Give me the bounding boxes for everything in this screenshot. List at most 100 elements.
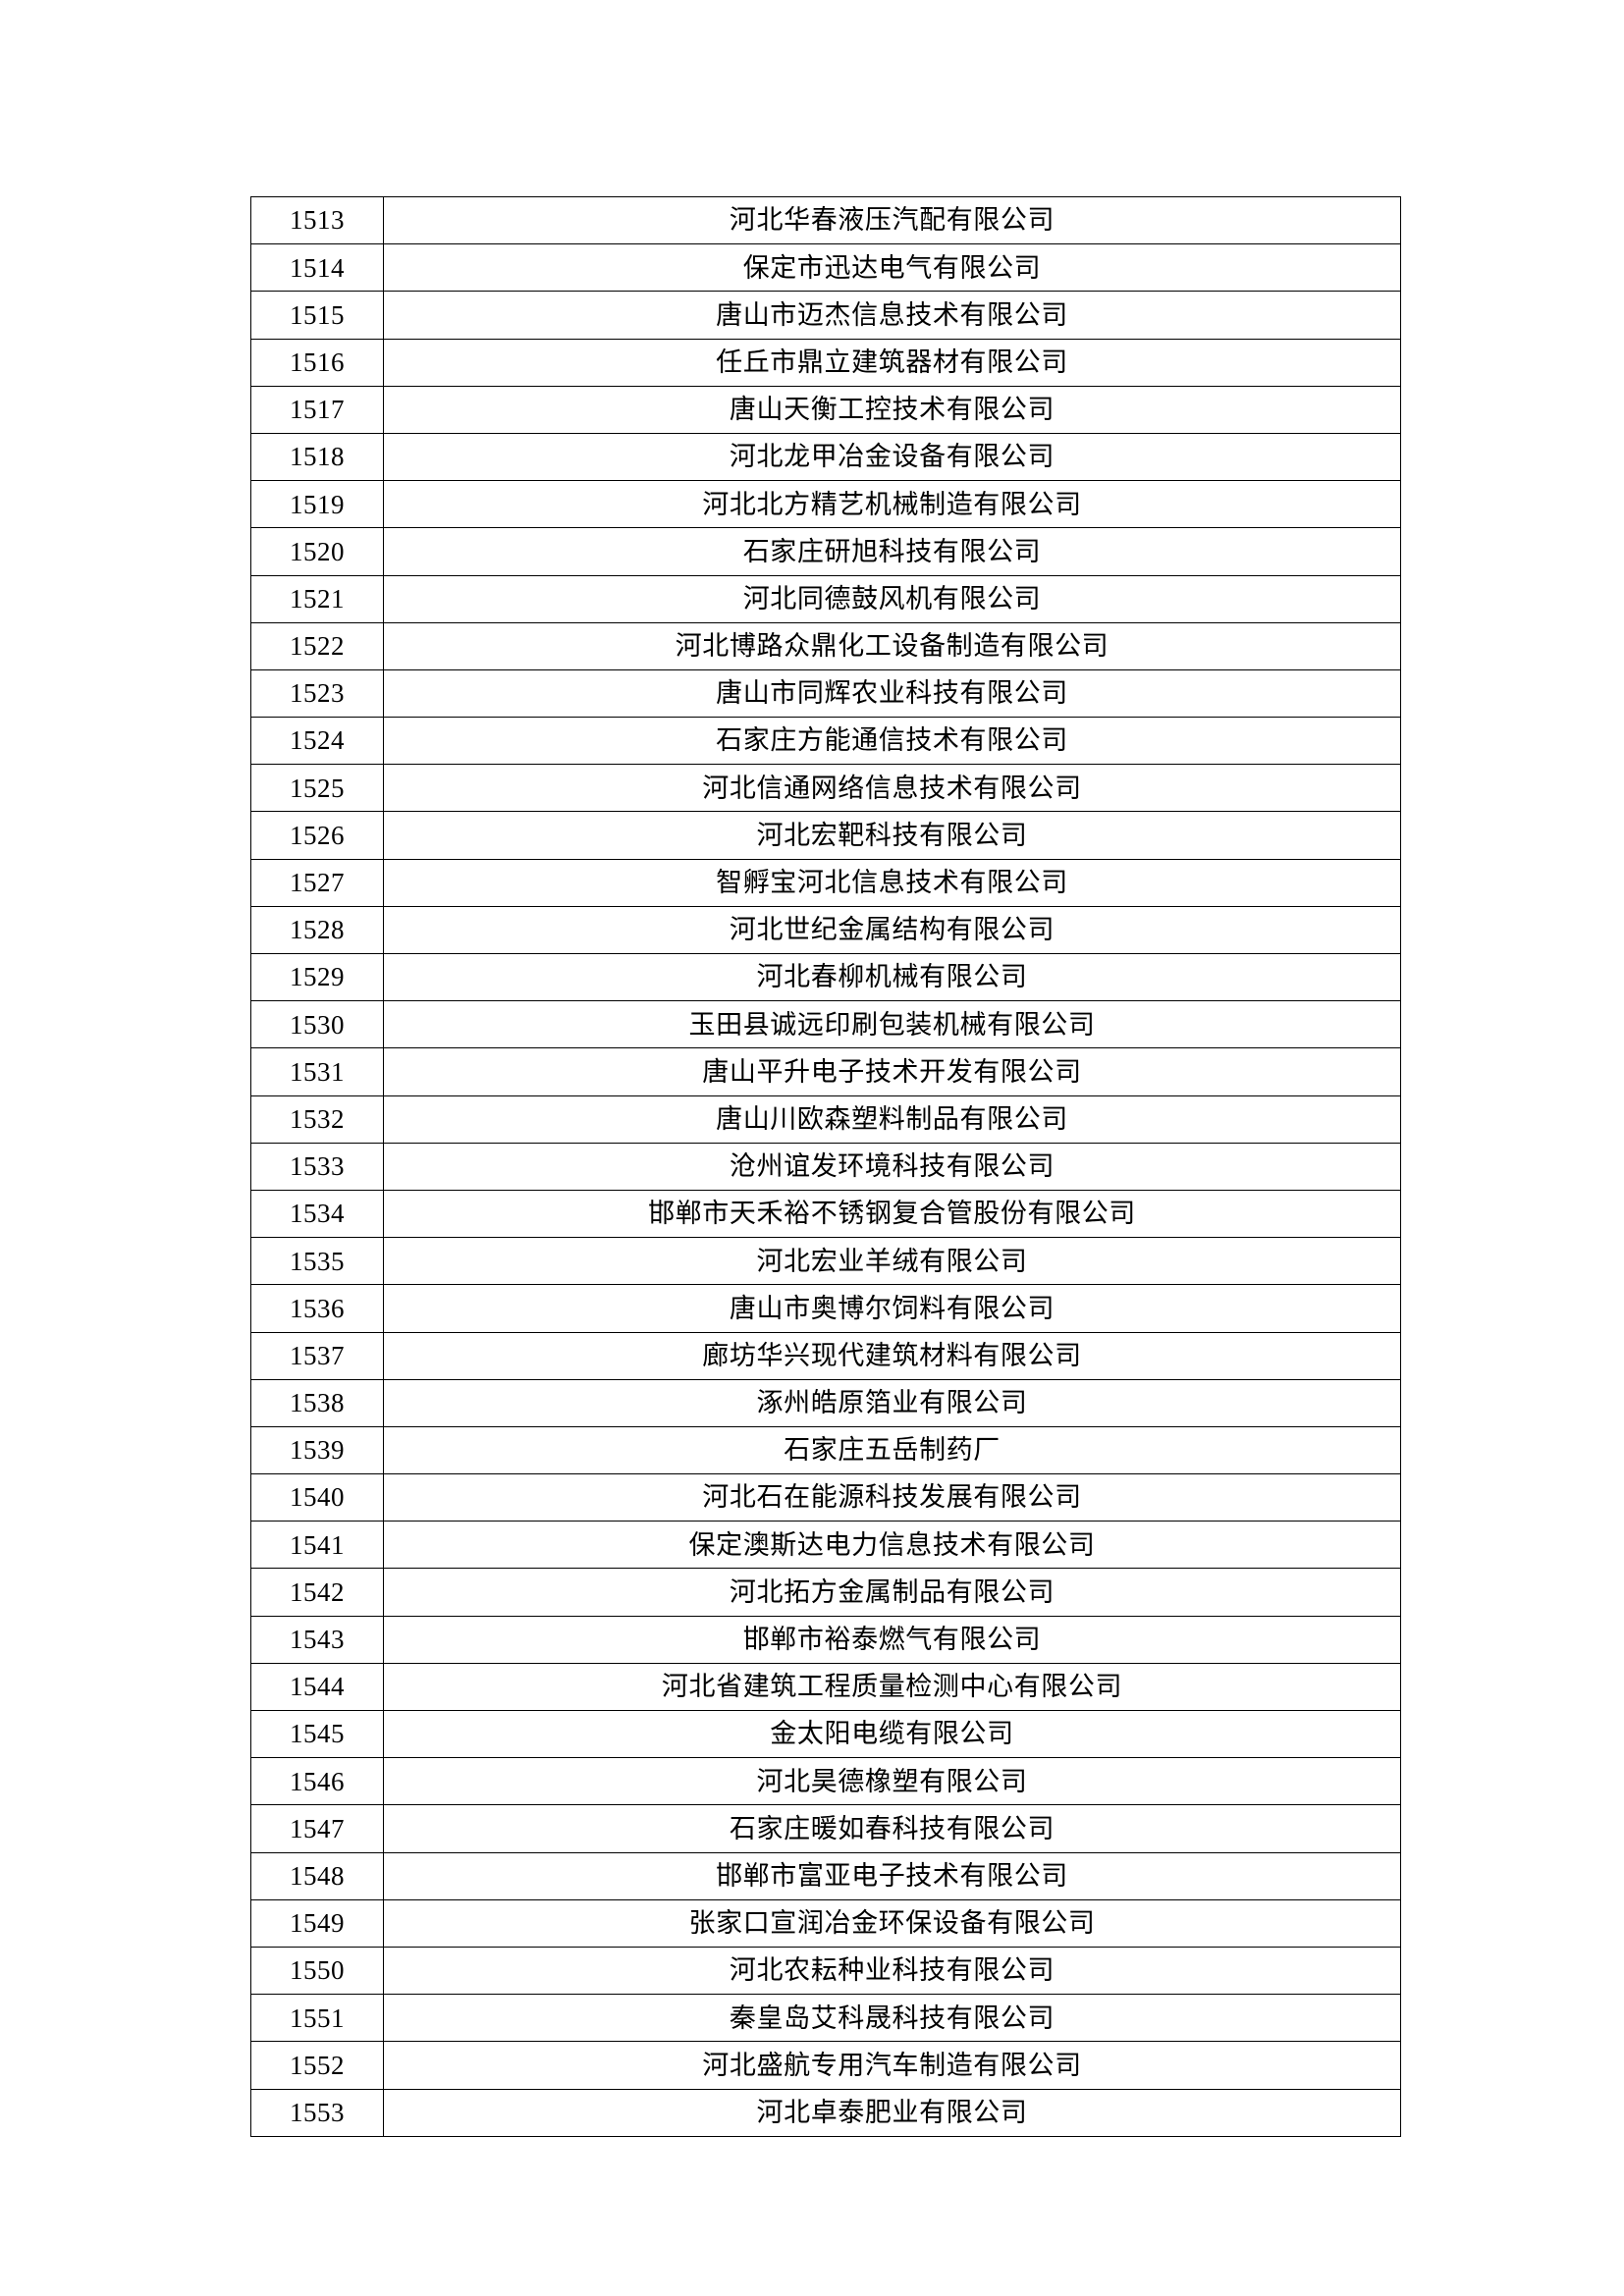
table-row: 1537 廊坊华兴现代建筑材料有限公司 (250, 1331, 1401, 1380)
company-name-cell: 石家庄研旭科技有限公司 (383, 527, 1401, 576)
table-row: 1513 河北华春液压汽配有限公司 (250, 195, 1401, 245)
row-index-cell: 1525 (250, 764, 384, 813)
company-name-cell: 沧州谊发环境科技有限公司 (383, 1142, 1401, 1191)
company-name-cell: 河北信通网络信息技术有限公司 (383, 764, 1401, 813)
row-index-cell: 1516 (250, 338, 384, 387)
row-index-cell: 1529 (250, 952, 384, 1002)
company-name-cell: 金太阳电缆有限公司 (383, 1709, 1401, 1759)
company-name-cell: 唐山天衡工控技术有限公司 (383, 385, 1401, 434)
row-index-cell: 1528 (250, 905, 384, 955)
table-row: 1543 邯郸市裕泰燃气有限公司 (250, 1615, 1401, 1664)
row-index-cell: 1537 (250, 1331, 384, 1380)
company-name-cell: 河北龙甲冶金设备有限公司 (383, 432, 1401, 482)
row-index-cell: 1531 (250, 1047, 384, 1096)
table-row: 1525 河北信通网络信息技术有限公司 (250, 764, 1401, 813)
table-row: 1542 河北拓方金属制品有限公司 (250, 1568, 1401, 1617)
table-row: 1530 玉田县诚远印刷包装机械有限公司 (250, 1000, 1401, 1049)
table-row: 1514 保定市迅达电气有限公司 (250, 243, 1401, 293)
company-name-cell: 唐山市迈杰信息技术有限公司 (383, 291, 1401, 340)
row-index-cell: 1524 (250, 717, 384, 766)
table-row: 1524 石家庄方能通信技术有限公司 (250, 717, 1401, 766)
table-row: 1516 任丘市鼎立建筑器材有限公司 (250, 338, 1401, 387)
row-index-cell: 1513 (250, 195, 384, 245)
table-row: 1539 石家庄五岳制药厂 (250, 1425, 1401, 1475)
table-row: 1515 唐山市迈杰信息技术有限公司 (250, 291, 1401, 340)
row-index-cell: 1517 (250, 385, 384, 434)
table-row: 1523 唐山市同辉农业科技有限公司 (250, 668, 1401, 719)
company-name-cell: 河北宏靶科技有限公司 (383, 811, 1401, 860)
table-row: 1547 石家庄暖如春科技有限公司 (250, 1804, 1401, 1853)
company-name-cell: 河北昊德橡塑有限公司 (383, 1757, 1401, 1806)
row-index-cell: 1515 (250, 291, 384, 340)
enterprise-list-table-container: 1513 河北华春液压汽配有限公司 1514 保定市迅达电气有限公司 1515 唐山市迈杰… (250, 195, 1401, 2137)
row-index-cell: 1548 (250, 1851, 384, 1900)
company-name-cell: 张家口宣润冶金环保设备有限公司 (383, 1898, 1401, 1948)
row-index-cell: 1522 (250, 621, 384, 670)
row-index-cell: 1543 (250, 1615, 384, 1664)
row-index-cell: 1530 (250, 1000, 384, 1049)
table-row: 1534 邯郸市天禾裕不锈钢复合管股份有限公司 (250, 1189, 1401, 1239)
row-index-cell: 1552 (250, 2041, 384, 2090)
table-row: 1531 唐山平升电子技术开发有限公司 (250, 1047, 1401, 1096)
company-name-cell: 涿州皓原箔业有限公司 (383, 1378, 1401, 1427)
company-name-cell: 廊坊华兴现代建筑材料有限公司 (383, 1331, 1401, 1380)
table-row: 1549 张家口宣润冶金环保设备有限公司 (250, 1898, 1401, 1948)
row-index-cell: 1542 (250, 1568, 384, 1617)
row-index-cell: 1534 (250, 1189, 384, 1239)
company-name-cell: 石家庄暖如春科技有限公司 (383, 1804, 1401, 1853)
company-name-cell: 唐山市同辉农业科技有限公司 (383, 668, 1401, 719)
table-body: 1513 河北华春液压汽配有限公司 1514 保定市迅达电气有限公司 1515 唐山市迈杰… (250, 195, 1401, 2137)
company-name-cell: 邯郸市裕泰燃气有限公司 (383, 1615, 1401, 1664)
row-index-cell: 1527 (250, 858, 384, 907)
company-name-cell: 河北盛航专用汽车制造有限公司 (383, 2041, 1401, 2090)
row-index-cell: 1538 (250, 1378, 384, 1427)
table-row: 1538 涿州皓原箔业有限公司 (250, 1378, 1401, 1427)
company-name-cell: 河北省建筑工程质量检测中心有限公司 (383, 1662, 1401, 1712)
company-name-cell: 保定市迅达电气有限公司 (383, 243, 1401, 293)
company-name-cell: 河北春柳机械有限公司 (383, 952, 1401, 1002)
row-index-cell: 1535 (250, 1237, 384, 1286)
table-row: 1535 河北宏业羊绒有限公司 (250, 1237, 1401, 1286)
company-name-cell: 河北宏业羊绒有限公司 (383, 1237, 1401, 1286)
row-index-cell: 1553 (250, 2088, 384, 2137)
table-row: 1548 邯郸市富亚电子技术有限公司 (250, 1851, 1401, 1900)
row-index-cell: 1549 (250, 1898, 384, 1948)
row-index-cell: 1539 (250, 1425, 384, 1475)
company-name-cell: 秦皇岛艾科晟科技有限公司 (383, 1994, 1401, 2043)
company-name-cell: 河北博路众鼎化工设备制造有限公司 (383, 621, 1401, 670)
row-index-cell: 1521 (250, 574, 384, 623)
table-row: 1541 保定澳斯达电力信息技术有限公司 (250, 1521, 1401, 1570)
row-index-cell: 1523 (250, 668, 384, 719)
row-index-cell: 1536 (250, 1284, 384, 1333)
table-row: 1518 河北龙甲冶金设备有限公司 (250, 432, 1401, 482)
table-row: 1527 智孵宝河北信息技术有限公司 (250, 858, 1401, 907)
table-row: 1545 金太阳电缆有限公司 (250, 1709, 1401, 1759)
row-index-cell: 1546 (250, 1757, 384, 1806)
company-name-cell: 唐山市奥博尔饲料有限公司 (383, 1284, 1401, 1333)
enterprise-list-table: 1513 河北华春液压汽配有限公司 1514 保定市迅达电气有限公司 1515 唐山市迈杰… (250, 195, 1401, 2137)
table-row: 1532 唐山川欧森塑料制品有限公司 (250, 1095, 1401, 1144)
table-row: 1517 唐山天衡工控技术有限公司 (250, 385, 1401, 434)
row-index-cell: 1520 (250, 527, 384, 576)
row-index-cell: 1545 (250, 1709, 384, 1759)
company-name-cell: 河北石在能源科技发展有限公司 (383, 1473, 1401, 1522)
row-index-cell: 1519 (250, 480, 384, 529)
company-name-cell: 河北同德鼓风机有限公司 (383, 574, 1401, 623)
table-row: 1526 河北宏靶科技有限公司 (250, 811, 1401, 860)
company-name-cell: 智孵宝河北信息技术有限公司 (383, 858, 1401, 907)
table-row: 1528 河北世纪金属结构有限公司 (250, 905, 1401, 955)
company-name-cell: 邯郸市富亚电子技术有限公司 (383, 1851, 1401, 1900)
table-row: 1533 沧州谊发环境科技有限公司 (250, 1142, 1401, 1191)
table-row: 1520 石家庄研旭科技有限公司 (250, 527, 1401, 576)
row-index-cell: 1541 (250, 1521, 384, 1570)
table-row: 1521 河北同德鼓风机有限公司 (250, 574, 1401, 623)
table-row: 1522 河北博路众鼎化工设备制造有限公司 (250, 621, 1401, 670)
table-row: 1550 河北农耘种业科技有限公司 (250, 1946, 1401, 1996)
table-row: 1546 河北昊德橡塑有限公司 (250, 1757, 1401, 1806)
company-name-cell: 河北北方精艺机械制造有限公司 (383, 480, 1401, 529)
table-row: 1544 河北省建筑工程质量检测中心有限公司 (250, 1662, 1401, 1712)
table-row: 1540 河北石在能源科技发展有限公司 (250, 1473, 1401, 1522)
row-index-cell: 1514 (250, 243, 384, 293)
company-name-cell: 河北拓方金属制品有限公司 (383, 1568, 1401, 1617)
